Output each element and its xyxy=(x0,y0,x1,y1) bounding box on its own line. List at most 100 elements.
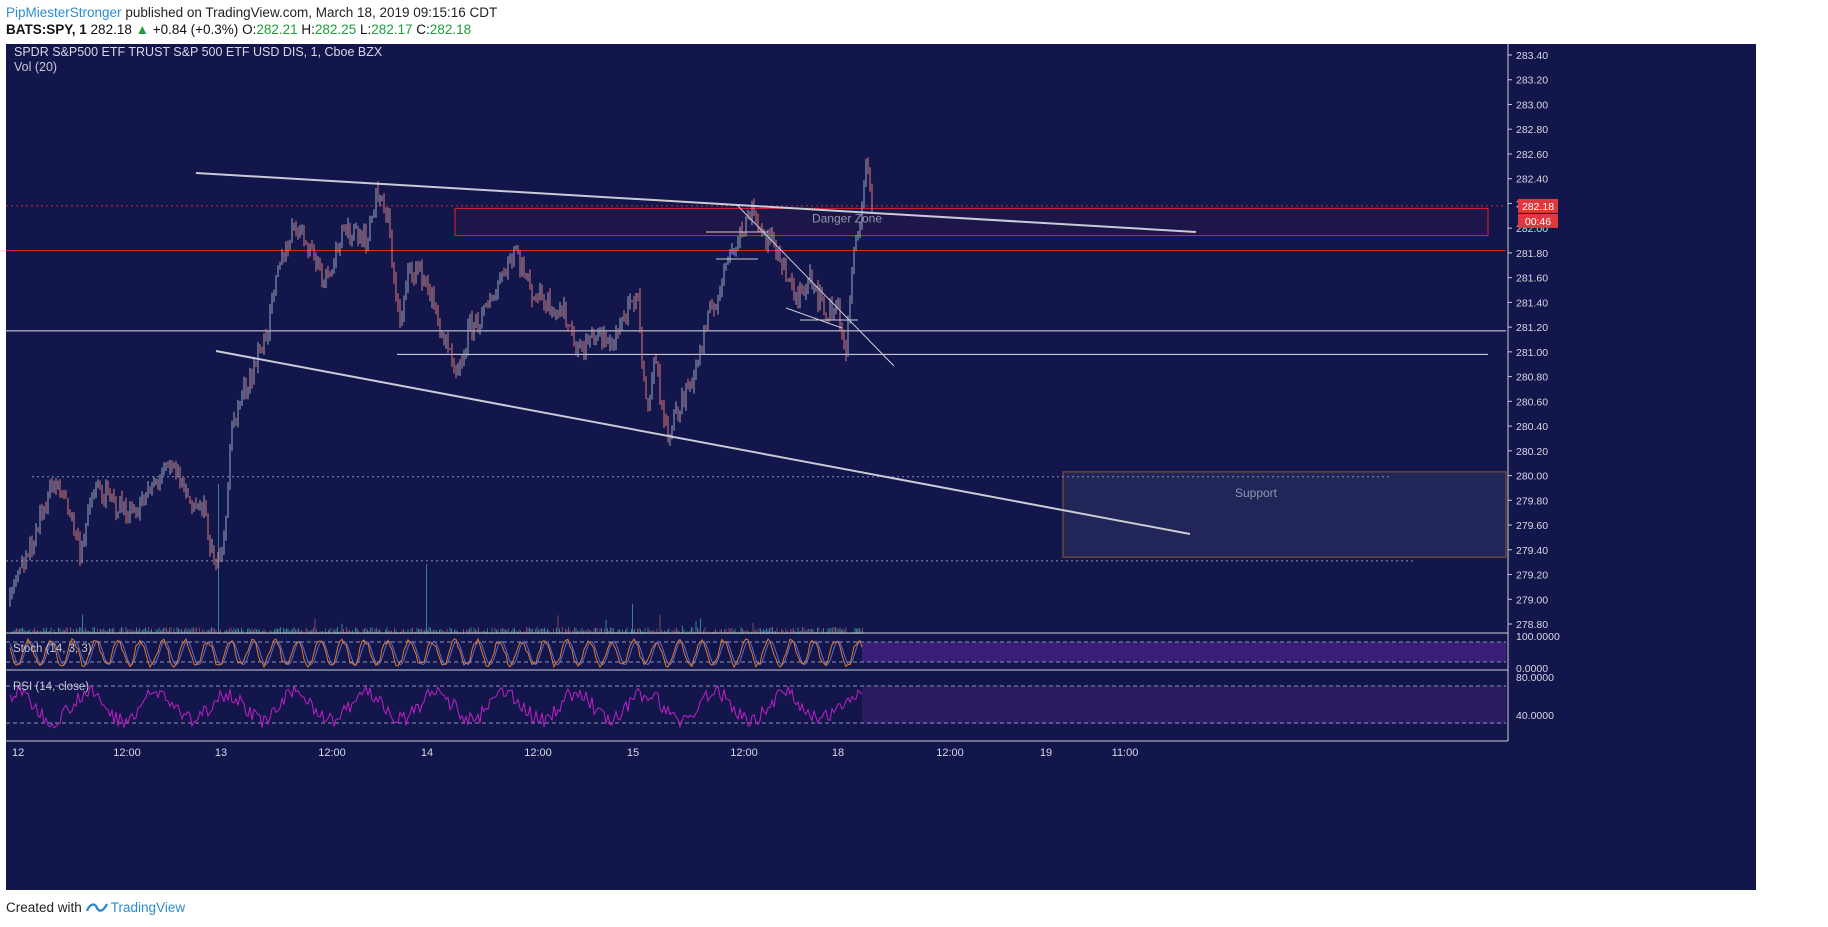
volume-bar xyxy=(439,629,440,634)
volume-bar xyxy=(859,627,860,634)
volume-bar xyxy=(553,628,554,634)
volume-bar xyxy=(559,628,560,634)
volume-bar xyxy=(830,627,832,634)
volume-bar xyxy=(839,627,841,634)
volume-bar xyxy=(610,627,611,634)
volume-bar xyxy=(426,564,427,634)
price-tick-label: 279.60 xyxy=(1516,520,1548,532)
volume-bar xyxy=(590,630,592,634)
author-link[interactable]: PipMiesterStronger xyxy=(6,5,122,20)
volume-bar xyxy=(20,628,22,634)
volume-bar xyxy=(388,630,389,634)
volume-bar xyxy=(121,627,122,634)
volume-bar xyxy=(529,627,530,634)
symbol-label: BATS:SPY, 1 xyxy=(6,22,87,37)
volume-bar xyxy=(455,629,457,634)
volume-bar xyxy=(298,627,299,634)
volume-bar xyxy=(575,628,577,634)
volume-bar xyxy=(37,629,38,634)
volume-bar xyxy=(557,615,559,634)
price-tick-label: 280.20 xyxy=(1516,446,1548,458)
volume-bar xyxy=(506,629,508,634)
volume-bar xyxy=(541,628,542,634)
volume-bar xyxy=(442,630,443,634)
volume-bar xyxy=(346,627,347,634)
footer: Created with TradingView xyxy=(6,900,185,915)
volume-bar xyxy=(32,629,34,634)
volume-bar xyxy=(19,628,20,634)
volume-bar xyxy=(743,630,745,634)
volume-bar xyxy=(652,630,653,634)
volume-bar xyxy=(638,628,640,634)
volume-bar xyxy=(752,622,754,634)
volume-bar xyxy=(202,629,203,634)
volume-bar xyxy=(806,629,808,634)
volume-bar xyxy=(143,629,145,634)
volume-bar xyxy=(817,627,818,634)
volume-bar xyxy=(335,629,337,634)
volume-bar xyxy=(653,630,655,634)
volume-bar xyxy=(274,629,275,634)
volume-bar xyxy=(376,627,377,634)
price-chart[interactable]: Danger Zone Support Stoch (14, 3, 3) RSI (… xyxy=(0,44,1828,890)
volume-bar xyxy=(803,627,805,634)
volume-bar xyxy=(434,630,436,634)
volume-bar xyxy=(241,627,242,634)
indicator-tick-label: 40.0000 xyxy=(1516,710,1554,722)
volume-bar xyxy=(674,629,676,634)
volume-bar xyxy=(542,628,544,634)
volume-bar xyxy=(314,618,316,634)
volume-bar xyxy=(790,629,791,634)
time-tick-label: 12:00 xyxy=(936,747,964,759)
volume-bar xyxy=(431,630,433,634)
volume-bar xyxy=(211,627,212,634)
volume-bar xyxy=(286,628,287,634)
volume-bar xyxy=(238,628,239,634)
volume-bar xyxy=(104,629,106,634)
stoch-label: Stoch (14, 3, 3) xyxy=(13,643,92,655)
volume-bar xyxy=(589,630,590,634)
volume-bar xyxy=(545,630,547,634)
volume-bar xyxy=(755,629,757,634)
volume-bar xyxy=(613,628,614,634)
tradingview-link[interactable]: TradingView xyxy=(85,900,185,915)
volume-bar xyxy=(25,630,26,634)
price-tick-label: 281.80 xyxy=(1516,248,1548,260)
volume-bar xyxy=(568,627,569,634)
volume-bar xyxy=(173,628,175,634)
up-arrow-icon: ▲ xyxy=(135,22,149,37)
price-tick-label: 281.40 xyxy=(1516,297,1548,309)
volume-bar xyxy=(754,630,755,634)
volume-bar xyxy=(185,627,187,634)
price-tick-label: 283.40 xyxy=(1516,50,1548,62)
volume-bar xyxy=(661,630,662,634)
volume-bar xyxy=(844,629,845,634)
volume-bar xyxy=(284,629,286,634)
volume-bar xyxy=(242,630,244,634)
volume-bar xyxy=(764,630,766,634)
volume-bar xyxy=(389,630,391,634)
volume-bar xyxy=(593,628,595,634)
volume-bar xyxy=(233,627,235,634)
volume-bar xyxy=(454,629,455,634)
rsi-label: RSI (14, close) xyxy=(13,681,89,693)
volume-bar xyxy=(14,629,16,634)
volume-bar xyxy=(556,627,557,634)
volume-bar xyxy=(767,630,769,634)
volume-bar xyxy=(283,627,284,634)
volume-bar xyxy=(562,627,563,634)
volume-bar xyxy=(92,627,94,634)
volume-bar xyxy=(334,630,335,634)
volume-bar xyxy=(595,627,596,634)
volume-bar xyxy=(236,628,238,634)
volume-bar xyxy=(293,627,295,634)
time-tick-label: 11:00 xyxy=(1112,747,1139,759)
rsi-line xyxy=(9,684,863,729)
volume-bar xyxy=(194,628,196,634)
volume-bar xyxy=(715,628,716,634)
volume-bar xyxy=(374,628,376,634)
volume-bar xyxy=(856,628,857,634)
volume-bar xyxy=(526,627,527,634)
volume-indicator-label: Vol (20) xyxy=(14,60,57,74)
volume-bar xyxy=(586,630,587,634)
